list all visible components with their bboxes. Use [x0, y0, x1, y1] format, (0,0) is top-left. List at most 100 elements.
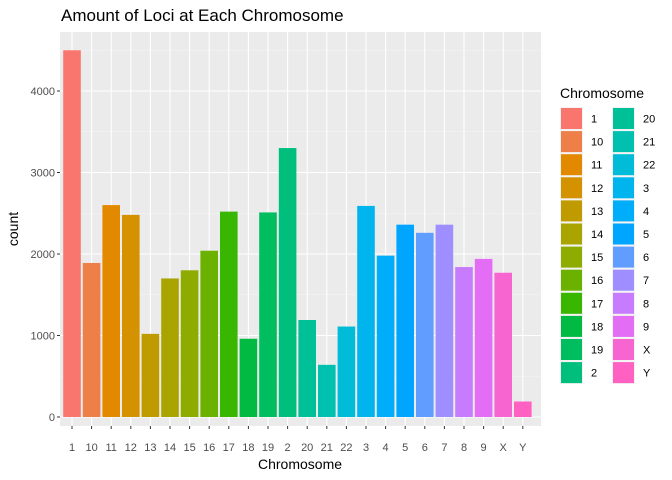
bar-7 [435, 224, 454, 417]
legend-swatch [613, 108, 634, 129]
x-tick-label: 18 [242, 442, 254, 454]
legend-item-2: 2 [560, 361, 597, 385]
legend-item-3: 3 [612, 176, 649, 200]
legend-swatch [613, 177, 634, 199]
bar-20 [298, 320, 316, 417]
x-tick-label: X [500, 442, 508, 454]
legend-label: 7 [643, 275, 649, 287]
legend-swatch [613, 315, 634, 337]
bars [63, 50, 532, 418]
y-tick-label: 2000 [31, 249, 55, 261]
legend-swatch [561, 108, 582, 129]
bar-17 [220, 211, 238, 417]
legend-item-14: 14 [560, 222, 603, 246]
legend-label: 14 [591, 229, 603, 241]
bar-19 [259, 212, 277, 417]
legend-swatch [613, 362, 634, 384]
x-tick-label: 5 [402, 442, 408, 454]
legend-item-7: 7 [612, 268, 649, 292]
legend-swatch [613, 200, 634, 222]
legend-item-15: 15 [560, 245, 603, 269]
y-tick-label: 1000 [31, 331, 55, 343]
bar-16 [200, 250, 218, 417]
legend-swatch [561, 200, 582, 222]
legend-swatch [613, 269, 634, 291]
legend-label: 11 [591, 160, 602, 172]
y-tick-label: 3000 [31, 168, 55, 180]
bar-12 [122, 214, 140, 417]
legend-item-6: 6 [612, 245, 649, 269]
legend-label: 4 [643, 206, 649, 218]
x-axis: 1 10 11 12 13 14 15 16 17 18 19 2 20 21 22 3 4 5 6 7 8 9 X Y [69, 426, 527, 454]
y-tick-label: 0 [49, 412, 55, 424]
legend-label: 17 [591, 298, 603, 310]
legend-label: 8 [643, 298, 649, 310]
legend-swatch [613, 339, 634, 360]
legend-swatch [561, 154, 582, 176]
x-tick-label: 20 [301, 442, 313, 454]
legend: Chromosome 1 10 11 12 13 14 15 16 17 18 19 2 20 21 22 3… [560, 85, 655, 385]
legend-label: 13 [591, 206, 603, 218]
x-tick-label: 14 [164, 442, 176, 454]
bar-8 [455, 267, 473, 417]
legend-swatch [561, 269, 582, 291]
legend-swatch [561, 246, 582, 268]
x-tick-label: 7 [441, 442, 447, 454]
legend-item-16: 16 [560, 268, 603, 292]
x-tick-label: 19 [262, 442, 274, 454]
bar-21 [318, 364, 336, 417]
bar-10 [82, 262, 101, 417]
legend-item-20: 20 [612, 107, 655, 130]
x-tick-label: 6 [422, 442, 428, 454]
legend-swatch [561, 292, 582, 314]
y-tick-label: 4000 [31, 86, 55, 98]
legend-label: 19 [591, 345, 603, 357]
legend-item-9: 9 [612, 314, 649, 338]
legend-label: 1 [591, 114, 597, 126]
x-tick-label: 13 [144, 442, 156, 454]
legend-item-1: 1 [560, 107, 597, 130]
x-tick-label: 1 [69, 442, 75, 454]
x-tick-label: 8 [461, 442, 467, 454]
x-axis-title: Chromosome [258, 456, 342, 472]
legend-item-5: 5 [612, 222, 649, 246]
legend-label: 10 [591, 137, 603, 149]
x-tick-label: 4 [383, 442, 389, 454]
legend-swatch [613, 292, 634, 314]
chart-title: Amount of Loci at Each Chromosome [61, 6, 344, 25]
legend-item-21: 21 [612, 130, 655, 154]
legend-swatch [613, 223, 634, 245]
legend-item-19: 19 [560, 338, 603, 361]
legend-swatch [561, 339, 582, 360]
legend-swatch [613, 154, 634, 176]
bar-11 [102, 205, 120, 417]
x-tick-label: 9 [481, 442, 487, 454]
legend-label: 12 [591, 183, 603, 195]
legend-item-17: 17 [560, 291, 603, 315]
legend-item-22: 22 [612, 153, 655, 177]
legend-item-11: 11 [560, 153, 602, 177]
bar-5 [396, 224, 414, 417]
legend-swatch [613, 246, 634, 268]
x-tick-label: Y [519, 442, 527, 454]
legend-swatch [561, 177, 582, 199]
legend-label: 18 [591, 321, 603, 333]
x-tick-label: 21 [321, 442, 333, 454]
legend-label: 21 [643, 137, 655, 149]
legend-label: 5 [643, 229, 649, 241]
legend-swatch [613, 131, 634, 153]
legend-title: Chromosome [560, 85, 644, 101]
x-tick-label: 17 [223, 442, 235, 454]
legend-label: 2 [591, 368, 597, 380]
legend-label: 15 [591, 252, 603, 264]
x-tick-label: 22 [340, 442, 352, 454]
x-tick-label: 12 [125, 442, 137, 454]
legend-swatch [561, 223, 582, 245]
legend-item-10: 10 [560, 130, 603, 154]
legend-swatch [561, 131, 582, 153]
legend-label: 22 [643, 160, 655, 172]
legend-label: 3 [643, 183, 649, 195]
bar-X [494, 272, 512, 417]
x-tick-label: 2 [285, 442, 291, 454]
